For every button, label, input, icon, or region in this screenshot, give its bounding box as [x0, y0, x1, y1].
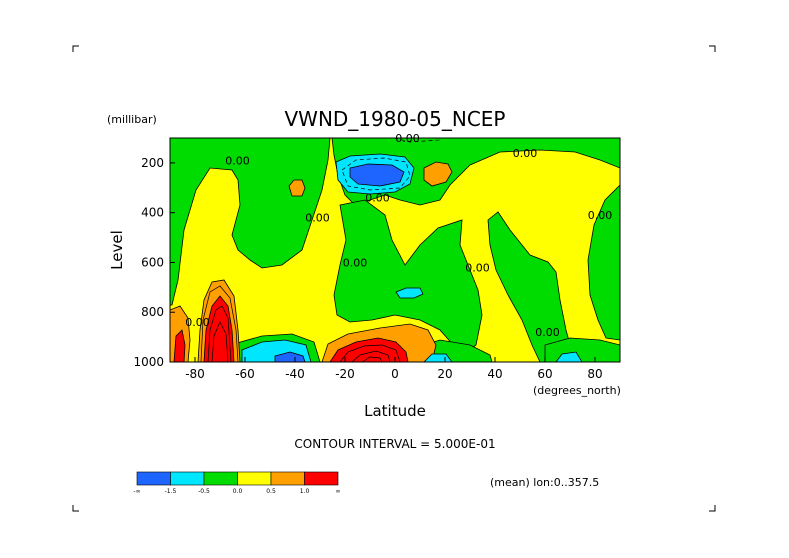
field-cyan-bottom-right — [555, 351, 583, 362]
y-tick-label: 200 — [141, 156, 164, 170]
x-tick-label: 20 — [437, 367, 452, 381]
legend-swatch — [237, 471, 272, 486]
legend-swatch — [136, 471, 171, 486]
x-axis: -80 -60 -40 -20 0 20 40 60 80 — [185, 357, 603, 381]
x-units-label: (degrees_north) — [533, 384, 621, 397]
x-tick-label: 40 — [487, 367, 502, 381]
x-tick-label: 80 — [587, 367, 602, 381]
field-orange-blob-left — [288, 179, 306, 197]
contour-label: 0.00 — [395, 132, 420, 145]
field-cyan-blob-mid — [395, 287, 424, 299]
x-axis-label: Latitude — [364, 402, 426, 420]
field-blue-jet — [349, 163, 405, 187]
x-tick-label: 60 — [537, 367, 552, 381]
y-tick-label: 600 — [141, 255, 164, 269]
x-tick-label: 0 — [391, 367, 399, 381]
y-tick-label: 400 — [141, 206, 164, 220]
legend-swatch — [304, 471, 339, 486]
chart-title: VWND_1980-05_NCEP — [284, 107, 505, 131]
legend-label: 1.0 — [300, 488, 310, 495]
legend-label: -0.5 — [198, 488, 210, 495]
x-tick-label: -40 — [285, 367, 305, 381]
contour-label: 0.00 — [225, 154, 250, 167]
field-green-left — [170, 138, 331, 306]
contour-interval-text: CONTOUR INTERVAL = 5.000E-01 — [294, 437, 495, 451]
field-green-right-edge — [587, 184, 620, 341]
field-green-center — [333, 199, 483, 356]
field-green-topmid — [331, 138, 620, 206]
legend-label: -1.5 — [165, 488, 177, 495]
field-red-polar-edge — [173, 329, 186, 362]
y-tick-label: 800 — [141, 305, 164, 319]
contours-bottom-center — [339, 344, 401, 362]
contour-label: 0.00 — [588, 209, 613, 222]
contour-labels: 0.00 0.00 0.00 0.00 0.00 0.00 0.00 0.00 0.00 0.00 — [185, 132, 612, 339]
legend-label: 0.0 — [233, 488, 243, 495]
x-tick-label: -20 — [335, 367, 355, 381]
y-axis: 200 400 600 800 1000 — [133, 156, 175, 369]
y-units-label: (millibar) — [107, 113, 157, 126]
field-orange-blob-upper — [423, 161, 453, 187]
field-blue-bottom-left — [274, 351, 306, 362]
contour-label: 0.00 — [343, 256, 368, 269]
legend-label: 0.5 — [266, 488, 276, 495]
contour-label: 0.00 — [185, 316, 210, 329]
contour-label: 0.00 — [305, 212, 330, 225]
contour-label: 0.00 — [465, 261, 490, 274]
contour-label: 0.00 — [365, 192, 390, 205]
contours-negative-dashed — [341, 138, 441, 191]
contours-polar — [200, 285, 239, 362]
contour-label: 0.00 — [513, 147, 538, 160]
y-axis-label: Level — [108, 230, 126, 270]
contour-field — [170, 138, 620, 362]
legend-label: -∞ — [133, 488, 140, 495]
mean-annotation: (mean) lon:0..357.5 — [490, 476, 599, 489]
y-tick-label: 1000 — [133, 355, 164, 369]
contour-label: 0.00 — [535, 326, 560, 339]
color-legend: -∞ -1.5 -0.5 0.0 0.5 1.0 ∞ — [133, 471, 341, 495]
legend-swatch — [170, 471, 205, 486]
x-tick-label: -80 — [185, 367, 205, 381]
crop-marks — [72, 45, 716, 512]
x-tick-label: -60 — [235, 367, 255, 381]
legend-label: ∞ — [336, 488, 341, 495]
legend-swatch — [270, 471, 305, 486]
legend-swatch — [203, 471, 238, 486]
